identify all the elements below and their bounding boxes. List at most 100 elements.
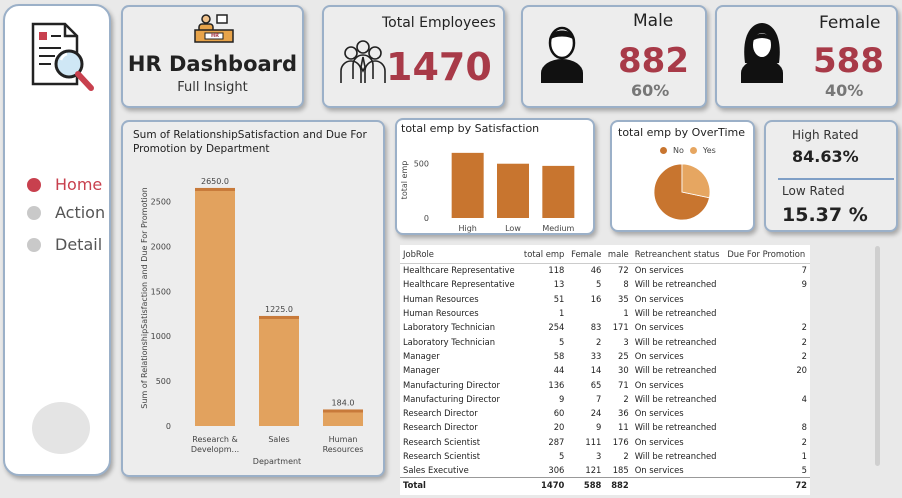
female-value: 588 [813, 41, 884, 81]
table-cell: 136 [548, 379, 565, 390]
page-subtitle: Full Insight [177, 80, 248, 95]
total-employees-label: Total Employees [382, 15, 496, 31]
overtime-chart-card: total emp by OverTime No Yes [610, 120, 755, 232]
table-row[interactable]: Research Scientist 5 3 2 Will be retreanched… [400, 449, 810, 463]
table-cell: 65 [590, 379, 602, 390]
table-cell: On services [634, 408, 684, 419]
table-cell: 8 [623, 279, 629, 290]
table-cell: 306 [548, 465, 565, 476]
table-cell: 588 [567, 476, 605, 492]
table-cell: 46 [590, 265, 602, 276]
overtime-pie-chart [653, 163, 711, 221]
table-row[interactable]: Healthcare Representative 118 46 72 On servi… [400, 263, 810, 277]
total-employees-value: 1470 [386, 45, 492, 89]
legend-no-label: No [673, 146, 684, 155]
table-row[interactable]: Human Resources 1 1 Will be retreanched [400, 306, 810, 320]
table-cell: On services [634, 350, 684, 361]
high-rated-label: High Rated [792, 128, 859, 142]
table-row[interactable]: Laboratory Technician 5 2 3 Will be retreanc… [400, 334, 810, 348]
overtime-chart-title: total emp by OverTime [618, 126, 745, 139]
table-cell: 33 [590, 350, 602, 361]
x-tick-label: Medium [542, 224, 574, 233]
employees-group-icon [340, 40, 386, 83]
female-label: Female [819, 13, 881, 33]
table-scrollbar[interactable] [875, 246, 880, 466]
satisfaction-chart-card: total emp by Satisfaction 0 500 total emp H… [395, 118, 595, 235]
nav-home-label: Home [55, 175, 103, 194]
table-row[interactable]: Research Scientist 287 111 176 On services 2 [400, 435, 810, 449]
bar[interactable] [542, 165, 575, 218]
data-label: 2650.0 [201, 177, 229, 186]
table-cell: 2 [801, 350, 807, 361]
bar[interactable] [195, 187, 235, 426]
table-cell: Will be retreanched [634, 336, 717, 347]
table-cell: Healthcare Representative [403, 279, 515, 290]
column-header[interactable]: Retreanchent status [631, 245, 725, 264]
table-cell: On services [634, 293, 684, 304]
table-cell: 5 [596, 279, 602, 290]
column-header[interactable]: total emp [519, 245, 568, 264]
high-rated-value: 84.63% [792, 147, 859, 166]
table-cell: 3 [623, 336, 629, 347]
table-row[interactable]: Human Resources 51 16 35 On services [400, 292, 810, 306]
column-header[interactable]: JobRole [400, 245, 520, 264]
y-tick-label: 2500 [151, 197, 171, 206]
y-tick-label: 500 [156, 377, 171, 386]
table-cell: 35 [618, 293, 629, 304]
table-cell: 1470 [519, 476, 568, 492]
table-total-row[interactable]: Total 1470 588 882 72 [400, 476, 810, 492]
table-row[interactable]: Manufacturing Director 136 65 71 On services [400, 377, 810, 391]
column-header[interactable]: male [604, 245, 632, 264]
table-row[interactable]: Manager 58 33 25 On services 2 [400, 349, 810, 363]
bar[interactable] [497, 163, 529, 218]
column-header[interactable]: Female [567, 245, 605, 264]
table-cell: 118 [548, 265, 565, 276]
table-cell: 121 [585, 465, 602, 476]
table-cell: 25 [618, 350, 629, 361]
table-cell: 83 [590, 322, 602, 333]
table-cell: 2 [623, 393, 629, 404]
table-cell: Will be retreanched [634, 422, 717, 433]
table-cell: 72 [618, 265, 629, 276]
y-tick-label: 2000 [151, 242, 171, 251]
nav-detail-label: Detail [55, 235, 103, 254]
jobrole-table: JobRole total emp Female male Retreanchent s… [400, 245, 810, 492]
nav-dot [27, 205, 41, 220]
x-tick-label: Sales [268, 435, 289, 444]
table-cell: On services [634, 465, 684, 476]
table-cell: Healthcare Representative [403, 265, 515, 276]
table-row[interactable]: Healthcare Representative 13 5 8 Will be ret… [400, 277, 810, 291]
nav-detail[interactable]: Detail [27, 235, 102, 254]
avatar-placeholder[interactable] [32, 402, 90, 454]
x-tick-label: Low [505, 224, 521, 233]
table-cell: 111 [585, 436, 602, 447]
table-cell [724, 306, 810, 320]
table-row[interactable]: Research Director 60 24 36 On services [400, 406, 810, 420]
table-header-row: JobRole total emp Female male Retreanchent s… [400, 245, 810, 264]
pie-slice-yes[interactable] [681, 163, 711, 199]
table-row[interactable]: Laboratory Technician 254 83 171 On services… [400, 320, 810, 334]
table-row[interactable]: Manufacturing Director 9 7 2 Will be retrean… [400, 392, 810, 406]
table-cell: 2 [623, 451, 629, 461]
column-header[interactable]: Due For Promotion [724, 245, 810, 264]
bar[interactable] [259, 315, 299, 426]
table-cell: 30 [618, 365, 629, 376]
nav-action[interactable]: Action [27, 203, 105, 222]
x-axis-label: Department [253, 457, 301, 466]
bar[interactable] [323, 409, 363, 426]
data-label: 184.0 [332, 398, 355, 407]
table-row[interactable]: Manager 44 14 30 Will be retreanched 20 [400, 363, 810, 377]
data-label: 1225.0 [265, 305, 293, 314]
table-cell: 71 [618, 379, 629, 390]
table-cell: 254 [548, 322, 565, 333]
table-cell: 14 [590, 365, 602, 376]
nav-home[interactable]: Home [27, 175, 102, 194]
bar[interactable] [451, 152, 484, 218]
table-row[interactable]: Sales Executive 306 121 185 On services 5 [400, 463, 810, 477]
table-cell: 1 [623, 308, 629, 319]
low-rated-label: Low Rated [782, 184, 845, 198]
y-tick-label: 0 [424, 214, 429, 223]
table-row[interactable]: Research Director 20 9 11 Will be retreanche… [400, 420, 810, 434]
table-cell: 171 [612, 322, 629, 333]
table-cell: Laboratory Technician [403, 322, 496, 333]
